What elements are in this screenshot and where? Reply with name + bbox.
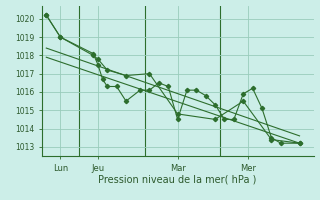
X-axis label: Pression niveau de la mer( hPa ): Pression niveau de la mer( hPa ) [99, 174, 257, 184]
